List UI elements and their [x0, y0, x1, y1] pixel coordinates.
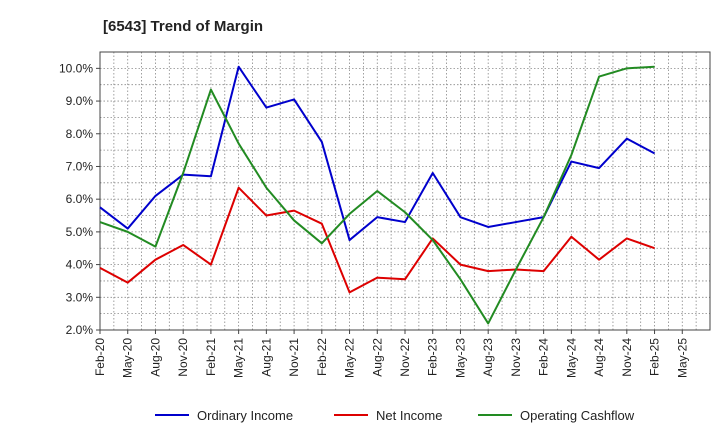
- x-tick-label: Feb-20: [93, 338, 107, 376]
- y-tick-label: 2.0%: [66, 323, 94, 337]
- x-axis: Feb-20 May-20 Aug-20 Nov-20 Feb-21 May-21 Aug-…: [93, 330, 689, 378]
- x-tick-label: Aug-24: [592, 338, 606, 377]
- x-tick-label: May-20: [121, 338, 135, 378]
- x-tick-label: May-25: [675, 338, 689, 378]
- x-tick-label: May-21: [232, 338, 246, 378]
- y-axis: 2.0% 3.0% 4.0% 5.0% 6.0% 7.0% 8.0% 9.0% 10.0%: [59, 61, 100, 337]
- y-tick-label: 8.0%: [66, 127, 94, 141]
- y-tick-label: 3.0%: [66, 290, 94, 304]
- x-tick-label: Aug-23: [481, 338, 495, 377]
- x-tick-label: Feb-21: [204, 338, 218, 376]
- x-tick-label: May-22: [343, 338, 357, 378]
- x-tick-label: May-24: [564, 338, 578, 378]
- legend-label: Ordinary Income: [197, 408, 293, 423]
- x-tick-label: Nov-22: [398, 338, 412, 377]
- series-line-ordinary-income: [99, 65, 656, 242]
- y-tick-label: 5.0%: [66, 225, 94, 239]
- series-line-net-income: [99, 186, 655, 294]
- y-tick-label: 4.0%: [66, 258, 94, 272]
- y-tick-label: 10.0%: [59, 61, 93, 75]
- y-tick-label: 6.0%: [66, 192, 94, 206]
- x-tick-label: Nov-20: [176, 338, 190, 377]
- x-tick-label: Feb-25: [648, 338, 662, 376]
- x-tick-label: Nov-23: [509, 338, 523, 377]
- x-tick-label: Aug-22: [370, 338, 384, 377]
- y-tick-label: 7.0%: [66, 159, 94, 173]
- x-tick-label: Aug-21: [259, 338, 273, 377]
- x-tick-label: Nov-24: [620, 338, 634, 377]
- legend-label: Net Income: [376, 408, 442, 423]
- x-tick-label: Nov-21: [287, 338, 301, 377]
- x-tick-label: May-23: [453, 338, 467, 378]
- series-lines: [99, 65, 656, 325]
- legend: Ordinary Income Net Income Operating Cashf…: [155, 408, 635, 423]
- x-tick-label: Feb-23: [426, 338, 440, 376]
- legend-label: Operating Cashflow: [520, 408, 635, 423]
- series-line-operating-cashflow: [99, 65, 655, 325]
- y-tick-label: 9.0%: [66, 94, 94, 108]
- x-tick-label: Aug-20: [148, 338, 162, 377]
- x-tick-label: Feb-24: [537, 338, 551, 376]
- chart-title: [6543] Trend of Margin: [103, 18, 263, 35]
- grid: [100, 52, 710, 330]
- plot-area: [99, 51, 711, 331]
- x-tick-label: Feb-22: [315, 338, 329, 376]
